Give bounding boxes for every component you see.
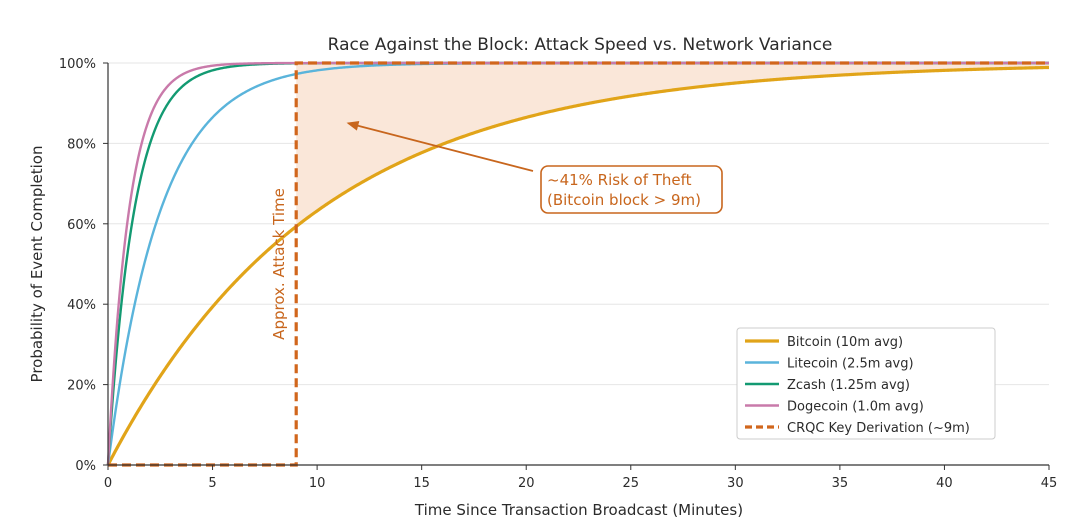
legend-box xyxy=(736,327,996,440)
chart-title: Race Against the Block: Attack Speed vs.… xyxy=(328,35,833,55)
legend-label-4: CRQC Key Derivation (~9m) xyxy=(787,421,970,436)
risk-arrow xyxy=(346,120,534,172)
x-tick-label-3: 15 xyxy=(413,476,430,491)
x-tick-label-1: 5 xyxy=(208,476,216,491)
series-lines xyxy=(106,61,1050,467)
y-tick-label-5: 100% xyxy=(59,57,96,72)
x-tick-label-6: 30 xyxy=(727,476,744,491)
x-tick-label-8: 40 xyxy=(936,476,953,491)
legend: Bitcoin (10m avg) Litecoin (2.5m avg) Zcas… xyxy=(736,327,996,440)
x-ticks: 0 5 10 15 20 25 30 35 40 45 xyxy=(104,465,1057,491)
legend-label-3: Dogecoin (1.0m avg) xyxy=(787,400,924,415)
risk-shaded-region xyxy=(296,63,1049,227)
legend-label-2: Zcash (1.25m avg) xyxy=(787,378,910,393)
series-line-bitcoin xyxy=(106,65,1050,466)
legend-label-1: Litecoin (2.5m avg) xyxy=(787,357,914,372)
x-tick-label-5: 25 xyxy=(623,476,640,491)
x-tick-label-4: 20 xyxy=(518,476,535,491)
x-tick-label-7: 35 xyxy=(832,476,849,491)
x-tick-label-9: 45 xyxy=(1041,476,1058,491)
risk-callout-line2: (Bitcoin block > 9m) xyxy=(547,191,701,209)
x-tick-label-2: 10 xyxy=(309,476,326,491)
y-ticks: 0% 20% 40% 60% 80% 100% xyxy=(59,57,108,474)
y-tick-label-1: 20% xyxy=(67,379,96,394)
y-axis-label: Probability of Event Completion xyxy=(28,146,46,383)
series-line-crqc xyxy=(108,61,1049,467)
y-tick-label-2: 40% xyxy=(67,298,96,313)
attack-time-label: Approx. Attack Time xyxy=(270,188,288,340)
risk-callout-box xyxy=(540,165,723,214)
x-axis-label: Time Since Transaction Broadcast (Minute… xyxy=(414,501,743,519)
risk-callout: ~41% Risk of Theft (Bitcoin block > 9m) xyxy=(540,165,723,214)
y-tick-label-4: 80% xyxy=(67,137,96,152)
risk-callout-line1: ~41% Risk of Theft xyxy=(547,171,692,189)
y-tick-label-3: 60% xyxy=(67,218,96,233)
legend-label-0: Bitcoin (10m avg) xyxy=(787,335,903,350)
y-tick-label-0: 0% xyxy=(75,459,96,474)
x-tick-label-0: 0 xyxy=(104,476,112,491)
